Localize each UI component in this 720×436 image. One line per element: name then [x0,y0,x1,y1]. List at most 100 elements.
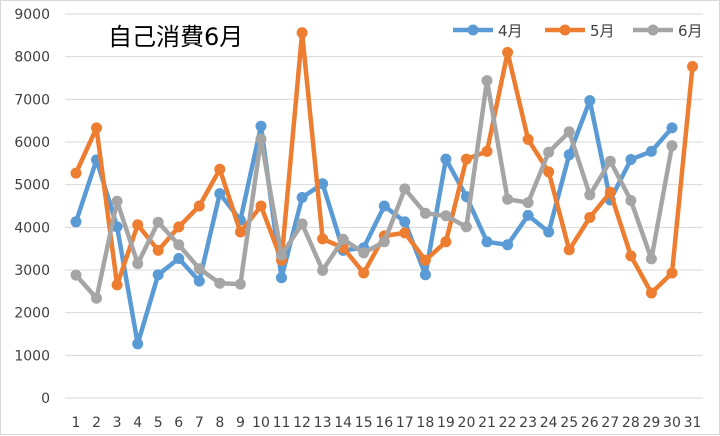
data-point [645,287,657,299]
data-point [584,95,596,107]
data-point [296,218,308,230]
data-point [502,193,514,205]
x-tick-label: 12 [293,415,311,431]
x-tick-label: 31 [684,415,702,431]
x-tick-label: 8 [215,415,224,431]
data-point [625,195,637,206]
legend: 4月 5月 6月 [453,22,703,40]
gridlines [65,13,703,399]
data-point [317,264,329,276]
legend-label: 6月 [678,22,703,40]
data-point [502,46,514,58]
data-point [460,221,472,233]
data-point [152,216,164,228]
legend-item-5月: 5月 [545,22,615,40]
legend-swatch-marker [647,24,659,36]
x-tick-label: 25 [560,415,578,431]
y-tick-label: 4000 [14,220,50,236]
data-point [502,239,514,251]
data-point [563,126,575,138]
data-point [645,253,657,265]
data-point [214,277,226,289]
x-axis-ticks: 1 2 3 4 5 6 7 8 9 10 11 12 13 14 15 16 17 18 19 20 21 22 23 24 2… [72,415,702,431]
y-tick-label: 6000 [14,135,50,151]
series-6月 [70,75,678,304]
data-point [440,153,452,165]
data-point [173,221,185,233]
x-tick-label: 20 [458,415,476,431]
data-point [276,272,287,284]
data-point [543,146,555,158]
data-point [255,133,267,145]
data-point [91,292,102,304]
data-point [399,216,411,228]
data-point [666,122,678,134]
data-point [276,249,287,261]
data-point [625,250,637,262]
data-point [584,212,596,223]
data-point [337,233,349,245]
data-point [317,178,329,190]
series-group [70,27,698,350]
data-point [460,153,472,165]
data-point [666,140,678,152]
data-point [234,226,246,238]
x-tick-label: 23 [519,415,537,431]
data-point [419,207,431,219]
data-point [70,167,82,179]
data-point [111,195,123,207]
data-point [522,209,534,221]
x-tick-label: 4 [133,415,142,431]
data-point [132,338,144,350]
x-tick-label: 18 [416,415,434,431]
data-point [419,269,431,281]
x-tick-label: 27 [601,415,619,431]
y-tick-label: 8000 [14,50,50,66]
x-tick-label: 24 [540,415,558,431]
data-point [378,236,390,248]
y-tick-label: 0 [41,391,50,407]
data-point [440,210,452,222]
x-tick-label: 19 [437,415,455,431]
x-tick-label: 14 [334,415,352,431]
data-point [522,197,534,209]
data-point [563,149,575,161]
y-tick-label: 5000 [14,178,50,194]
y-tick-label: 1000 [14,348,50,364]
data-point [152,244,164,256]
data-point [481,75,493,87]
data-point [132,258,144,270]
x-tick-label: 9 [236,415,245,431]
data-point [193,275,205,287]
data-point [481,145,493,157]
data-point [378,200,390,212]
legend-swatch-marker [467,24,479,36]
x-tick-label: 13 [314,415,332,431]
legend-label: 4月 [498,22,523,40]
data-point [70,269,82,281]
x-tick-label: 1 [72,415,81,431]
data-point [111,279,123,291]
x-tick-label: 28 [622,415,640,431]
data-point [399,183,411,195]
data-point [255,200,267,212]
data-point [152,269,164,281]
x-tick-label: 17 [396,415,414,431]
y-tick-label: 2000 [14,306,50,322]
x-tick-label: 22 [499,415,517,431]
x-tick-label: 11 [273,415,291,431]
x-tick-label: 6 [174,415,183,431]
data-point [584,189,596,201]
data-point [666,267,678,279]
data-point [625,154,637,165]
data-point [687,61,698,72]
y-tick-label: 7000 [14,92,50,108]
y-axis-ticks: 0 1000 2000 3000 4000 5000 6000 7000 8000 9000 [14,7,50,407]
data-point [522,133,534,145]
data-point [419,254,431,266]
x-tick-label: 26 [581,415,599,431]
data-point [563,244,575,256]
data-point [543,166,555,178]
